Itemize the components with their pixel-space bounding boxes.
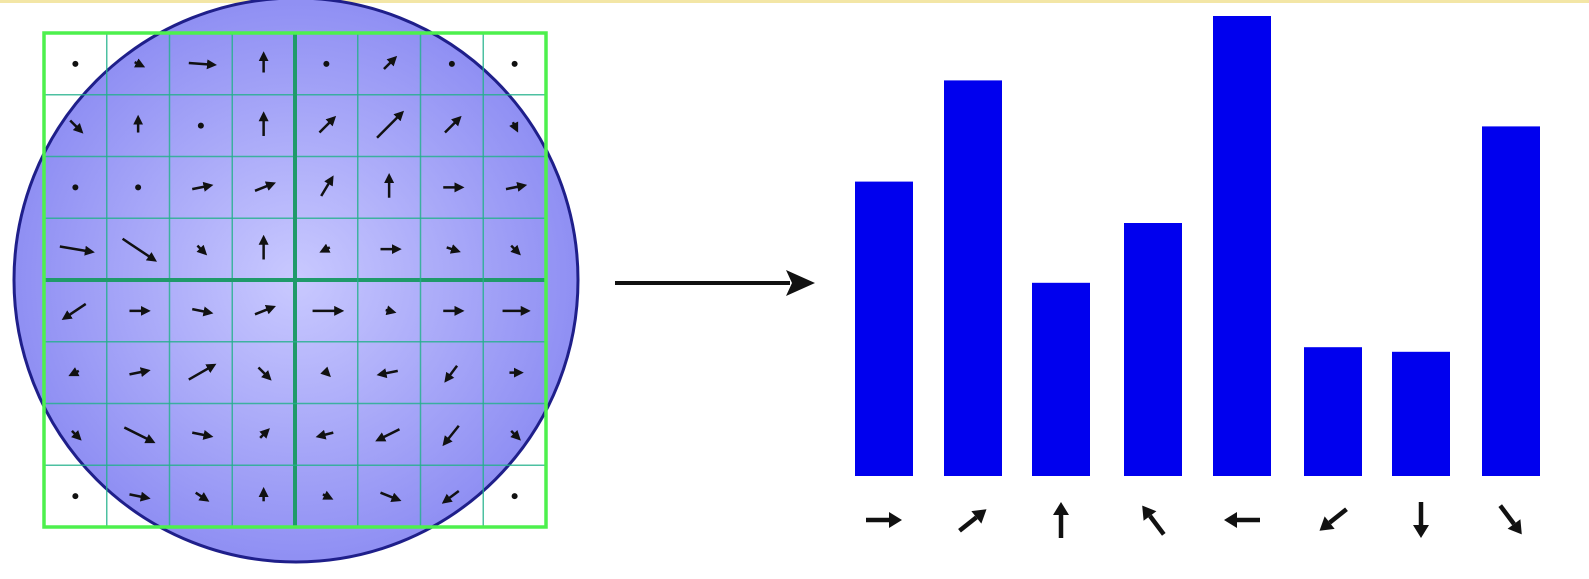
arrow-up-left-icon	[1142, 505, 1166, 536]
gradient-arrow	[319, 243, 331, 253]
gradient-dot	[323, 60, 330, 67]
gradient-arrow	[320, 366, 331, 378]
gradient-arrow	[446, 244, 461, 254]
histogram-bar-left	[1213, 16, 1271, 476]
gradient-arrow	[442, 424, 460, 447]
gradient-dot	[72, 493, 79, 500]
gradient-dot	[511, 60, 518, 67]
gradient-arrow	[195, 491, 210, 502]
histogram-bar-down	[1392, 351, 1450, 476]
gradient-arrow	[61, 302, 87, 320]
arrow-up-icon	[1053, 502, 1069, 538]
gradient-arrow	[318, 115, 337, 134]
gradient-arrow	[320, 175, 334, 197]
gradient-arrow	[315, 429, 334, 440]
gradient-arrow	[129, 491, 151, 502]
histogram-bar-right	[855, 181, 913, 476]
flow-arrow	[615, 270, 815, 296]
gradient-arrow	[376, 110, 405, 139]
gradient-arrow	[257, 366, 272, 381]
gradient-arrow	[380, 491, 402, 502]
keypoint-region	[12, 0, 580, 564]
gradient-arrow	[71, 430, 82, 441]
gradient-arrow	[441, 489, 460, 504]
gradient-arrow	[510, 244, 521, 256]
gradient-arrow	[123, 426, 156, 444]
gradient-dot	[135, 184, 142, 191]
gradient-dot	[448, 60, 455, 67]
gradient-arrow	[376, 368, 398, 379]
gradient-arrow	[188, 363, 217, 381]
gradient-arrow	[192, 181, 214, 192]
gradient-dot	[72, 60, 79, 67]
arrow-up-right-icon	[958, 509, 987, 533]
gradient-arrow	[254, 305, 276, 316]
arrow-left-icon	[1224, 512, 1260, 528]
gradient-arrow	[259, 428, 270, 439]
arrow-right-icon	[786, 270, 815, 296]
gradient-arrow	[192, 430, 214, 440]
gradient-arrow	[188, 59, 217, 70]
gradient-arrow	[68, 367, 80, 377]
gradient-arrow	[444, 115, 462, 134]
gradient-arrow	[121, 237, 157, 262]
gradient-arrow	[383, 55, 398, 70]
histogram-bar-up-right	[944, 80, 1002, 477]
gradient-arrow	[69, 119, 84, 134]
sample-grid	[42, 31, 548, 529]
histogram-bar-up	[1032, 282, 1090, 476]
gradient-arrow	[509, 121, 519, 133]
gradient-arrow	[133, 58, 146, 68]
gradient-dot	[197, 122, 204, 129]
gradient-arrow	[192, 306, 214, 317]
histogram-bar-down-right	[1482, 126, 1540, 477]
orientation-histogram	[855, 16, 1540, 538]
gradient-arrow	[505, 181, 528, 192]
grid-border	[42, 31, 548, 529]
arrow-down-left-icon	[1319, 507, 1348, 531]
gradient-arrow	[385, 305, 397, 316]
top-border-strip	[0, 0, 1589, 3]
gradient-arrows	[59, 51, 531, 504]
gradient-arrow	[375, 428, 401, 442]
gradient-arrow	[444, 364, 459, 383]
gradient-dot	[72, 184, 79, 191]
arrow-right-icon	[866, 512, 902, 528]
histogram-bar-up-left	[1124, 223, 1182, 476]
gradient-arrow	[322, 490, 334, 500]
gradient-arrow	[196, 244, 208, 256]
gradient-arrow	[254, 181, 276, 192]
arrow-down-right-icon	[1498, 504, 1522, 535]
arrow-down-icon	[1413, 502, 1429, 538]
gradient-arrow	[59, 245, 95, 256]
gradient-dot	[511, 493, 518, 500]
gradient-arrow	[129, 367, 151, 377]
histogram-bar-down-left	[1304, 347, 1362, 476]
gradient-arrow	[510, 430, 521, 441]
